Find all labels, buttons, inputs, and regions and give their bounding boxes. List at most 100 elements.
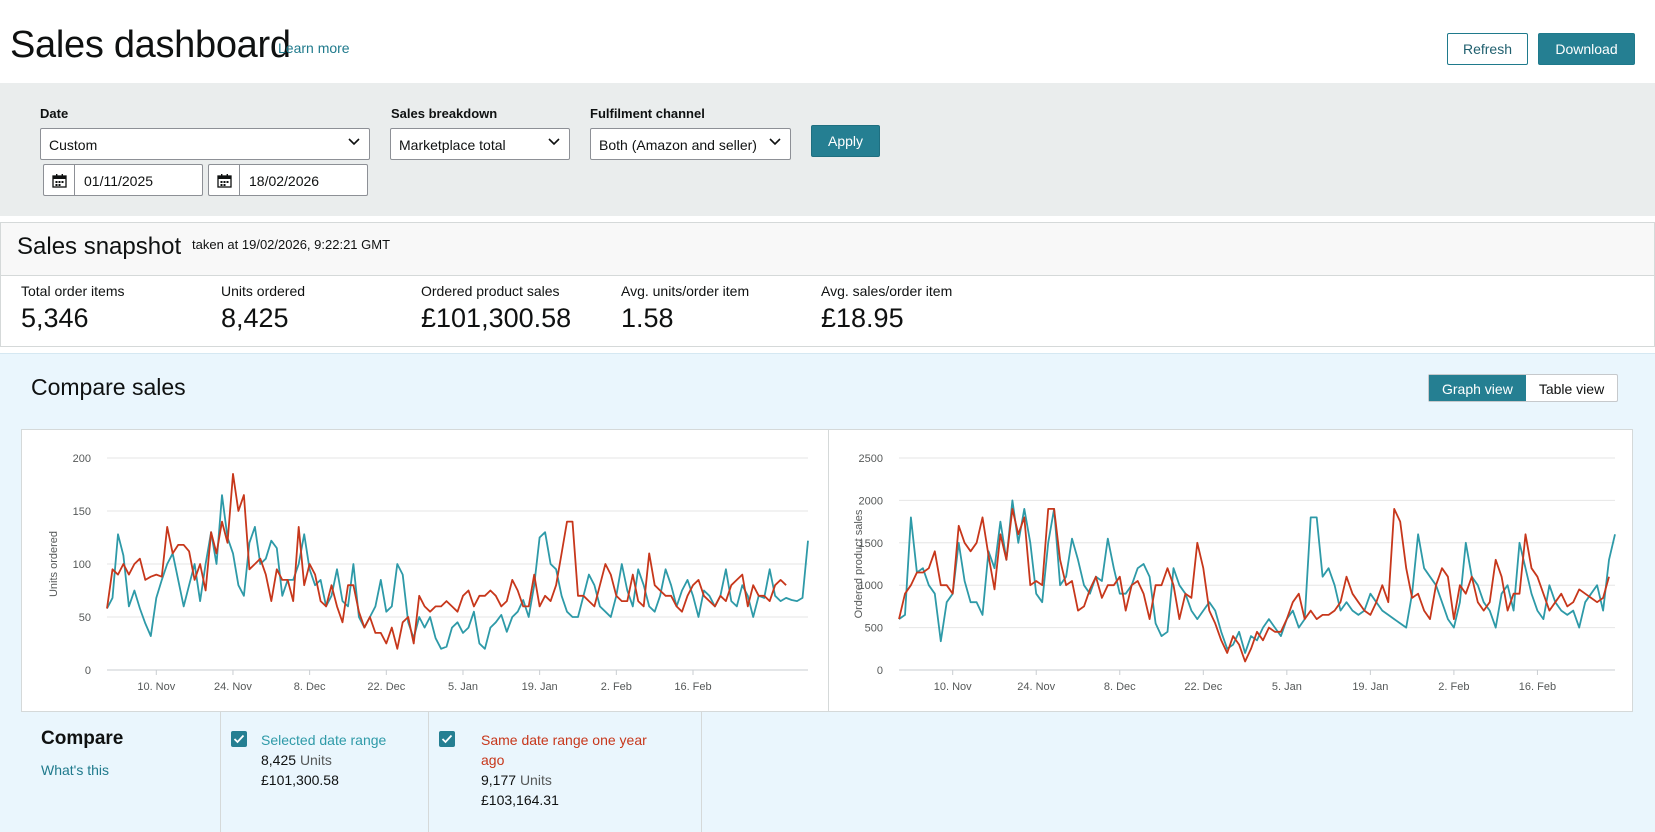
- metric-label: Total order items: [21, 283, 125, 299]
- date-label: Date: [40, 106, 69, 121]
- x-tick-label: 16. Feb: [1519, 681, 1556, 693]
- selected-range-series-line: [106, 494, 809, 650]
- previous-year-label-line2: ago: [481, 752, 505, 768]
- x-tick-label: 19. Jan: [522, 681, 558, 693]
- fulfilment-channel-label: Fulfilment channel: [590, 106, 705, 121]
- sales-breakdown-label: Sales breakdown: [391, 106, 498, 121]
- x-tick-label: 8. Dec: [1104, 681, 1136, 693]
- checkmark-icon: [441, 734, 453, 744]
- chevron-down-icon: [348, 138, 360, 146]
- x-tick-label: 22. Dec: [1184, 681, 1222, 693]
- metric-label: Ordered product sales: [421, 283, 560, 299]
- x-tick-label: 16. Feb: [674, 681, 711, 693]
- units-word: Units: [519, 772, 552, 788]
- metric-avg-units-per-order-item: Avg. units/order item 1.58: [621, 283, 749, 334]
- chevron-down-icon: [769, 138, 781, 146]
- sales-breakdown-select[interactable]: Marketplace total: [390, 128, 570, 160]
- fulfilment-channel-value: Both (Amazon and seller): [599, 137, 757, 153]
- y-tick-label: 100: [73, 559, 91, 571]
- previous-year-series-line: [106, 473, 787, 650]
- metric-value: 1.58: [621, 303, 674, 333]
- y-tick-label: 200: [73, 453, 91, 465]
- x-tick-label: 10. Nov: [934, 681, 972, 693]
- learn-more-link[interactable]: Learn more: [278, 40, 350, 56]
- y-tick-label: 0: [877, 665, 883, 677]
- compare-title: Compare: [41, 728, 124, 749]
- y-tick-label: 500: [865, 623, 883, 635]
- x-tick-label: 2. Feb: [1438, 681, 1469, 693]
- selected-range-units: 8,425: [261, 752, 297, 768]
- selected-range-label: Selected date range: [261, 732, 387, 748]
- units-ordered-chart: 200 150 100 50 0 10. Nov 24. Nov 8. Dec 22. Dec 5…: [48, 453, 809, 693]
- end-date-field[interactable]: 18/02/2026: [208, 164, 368, 196]
- previous-year-sales: £103,164.31: [481, 792, 559, 808]
- graph-view-button[interactable]: Graph view: [1429, 375, 1526, 401]
- apply-button[interactable]: Apply: [811, 125, 880, 157]
- previous-year-label-line1: Same date range one year: [481, 732, 647, 748]
- ordered-product-sales-chart: 2500 2000 1500 1000 500 0 10. Nov 24. Nov 8. Dec…: [853, 453, 1616, 693]
- y-tick-label: 2000: [859, 495, 883, 507]
- sales-snapshot: Sales snapshot taken at 19/02/2026, 9:22…: [0, 222, 1655, 347]
- previous-year-summary: Same date range one year ago 9,177 Units…: [481, 730, 647, 810]
- metric-ordered-product-sales: Ordered product sales £101,300.58: [421, 283, 571, 334]
- x-tick-label: 24. Nov: [214, 681, 252, 693]
- previous-year-series-line: [898, 508, 1610, 663]
- start-date-field[interactable]: 01/11/2025: [43, 164, 203, 196]
- metric-label: Units ordered: [221, 283, 306, 299]
- metric-total-order-items: Total order items 5,346: [21, 283, 124, 334]
- metric-value: 8,425: [221, 303, 289, 333]
- y-axis-label: Units ordered: [48, 531, 60, 597]
- metric-label: Avg. sales/order item: [821, 283, 953, 299]
- x-tick-label: 8. Dec: [294, 681, 326, 693]
- selected-range-sales: £101,300.58: [261, 772, 339, 788]
- metric-units-ordered: Units ordered 8,425: [221, 283, 305, 334]
- compare-sales-section: Compare sales Graph view Table view 200 1…: [0, 353, 1655, 832]
- calendar-icon[interactable]: [44, 165, 75, 195]
- end-date-value: 18/02/2026: [249, 173, 320, 189]
- divider: [220, 712, 221, 832]
- y-tick-label: 0: [85, 665, 91, 677]
- y-axis-label: Ordered product sales: [853, 509, 865, 618]
- previous-year-checkbox[interactable]: [439, 731, 455, 747]
- checkmark-icon: [233, 734, 245, 744]
- download-button[interactable]: Download: [1538, 33, 1635, 65]
- x-tick-label: 19. Jan: [1352, 681, 1388, 693]
- x-tick-label: 24. Nov: [1017, 681, 1055, 693]
- metric-value: £101,300.58: [421, 303, 572, 333]
- refresh-button[interactable]: Refresh: [1447, 33, 1528, 65]
- snapshot-header: Sales snapshot taken at 19/02/2026, 9:22…: [1, 223, 1654, 276]
- y-tick-label: 50: [79, 612, 91, 624]
- chevron-down-icon: [548, 138, 560, 146]
- previous-year-units: 9,177: [481, 772, 517, 788]
- charts-panel: 200 150 100 50 0 10. Nov 24. Nov 8. Dec 22. Dec 5…: [21, 429, 1633, 712]
- selected-range-series-line: [898, 499, 1616, 654]
- date-select-value: Custom: [49, 137, 98, 153]
- filter-bar: Date Custom 01/11/2025 18/02/2026 Sales …: [0, 83, 1655, 216]
- metric-value: £18.95: [821, 303, 904, 333]
- metric-avg-sales-per-order-item: Avg. sales/order item £18.95: [821, 283, 952, 334]
- x-tick-label: 5. Jan: [448, 681, 478, 693]
- start-date-value: 01/11/2025: [84, 173, 154, 189]
- snapshot-title: Sales snapshot: [17, 233, 182, 260]
- units-word: Units: [299, 752, 332, 768]
- x-tick-label: 2. Feb: [601, 681, 632, 693]
- x-tick-label: 22. Dec: [367, 681, 405, 693]
- x-tick-label: 10. Nov: [137, 681, 175, 693]
- sales-breakdown-value: Marketplace total: [399, 137, 506, 153]
- y-tick-label: 2500: [859, 453, 883, 465]
- page-header: Sales dashboard Learn more Refresh Downl…: [0, 0, 1655, 83]
- calendar-icon[interactable]: [209, 165, 240, 195]
- divider: [428, 712, 429, 832]
- table-view-button[interactable]: Table view: [1538, 381, 1605, 397]
- view-toggle: Graph view Table view: [1428, 374, 1619, 402]
- x-tick-label: 5. Jan: [1272, 681, 1302, 693]
- fulfilment-channel-select[interactable]: Both (Amazon and seller): [590, 128, 791, 160]
- page-title: Sales dashboard: [10, 24, 291, 66]
- metric-value: 5,346: [21, 303, 89, 333]
- divider: [701, 712, 702, 832]
- date-select[interactable]: Custom: [40, 128, 370, 160]
- whats-this-link[interactable]: What's this: [41, 762, 110, 778]
- selected-range-checkbox[interactable]: [231, 731, 247, 747]
- chart-divider: [828, 430, 829, 711]
- compare-sales-title: Compare sales: [31, 374, 186, 400]
